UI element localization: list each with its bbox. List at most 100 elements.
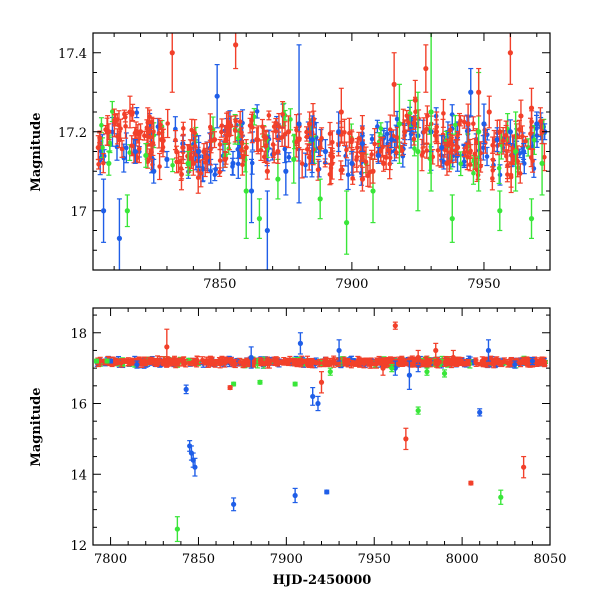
bottom-red-point — [180, 357, 186, 367]
top-red-point — [264, 162, 270, 180]
bottom-panel: 7800 7850 7900 7950 8000 8050 12 14 16 18 — [70, 307, 567, 567]
top-green-point — [291, 135, 297, 184]
bottom-red-point — [392, 321, 398, 330]
top-red-point — [254, 127, 260, 153]
top-red-point — [328, 146, 334, 164]
top-blue-point — [134, 107, 140, 119]
top-blue-point — [481, 103, 487, 145]
bottom-red-point — [128, 361, 134, 366]
top-red-point — [157, 152, 163, 181]
top-blue-point — [507, 119, 513, 145]
top-red-point — [528, 147, 534, 168]
bottom-red-point — [218, 358, 224, 363]
top-red-point — [363, 146, 369, 178]
bottom-red-point — [265, 356, 271, 365]
top-red-point — [106, 123, 112, 141]
top-red-point — [304, 143, 310, 156]
top-red-point — [190, 150, 196, 176]
bottom-blue-point — [248, 346, 254, 369]
bottom-blue-point — [315, 395, 321, 412]
bottom-red-point — [538, 358, 544, 364]
top-x-tick-label: 7850 — [203, 277, 236, 292]
top-green-point — [497, 190, 503, 232]
top-red-point — [280, 101, 286, 128]
bottom-green-point — [104, 358, 110, 364]
top-red-point — [276, 112, 282, 140]
bottom-red-point — [415, 349, 421, 366]
top-red-point — [419, 138, 425, 172]
bottom-red-point — [345, 358, 351, 368]
top-red-point — [327, 121, 333, 146]
top-red-point — [405, 114, 411, 131]
bottom-red-point — [380, 360, 386, 376]
bottom-red-point — [384, 357, 390, 367]
bottom-red-point — [291, 358, 297, 365]
top-red-point — [411, 132, 417, 146]
top-red-point — [486, 95, 492, 129]
top-blue-point — [388, 131, 395, 149]
bottom-red-point — [468, 480, 474, 486]
bottom-red-point — [426, 360, 432, 366]
bottom-red-point — [275, 357, 281, 367]
top-x-tick-label: 7900 — [335, 277, 368, 292]
top-red-point — [338, 160, 344, 181]
bottom-blue-point — [512, 360, 518, 369]
bottom-red-point — [318, 371, 325, 394]
top-blue-point — [309, 115, 315, 164]
top-green-point — [124, 194, 130, 228]
top-blue-point — [484, 146, 490, 167]
top-red-point — [489, 166, 495, 191]
top-red-point — [132, 126, 138, 140]
top-red-point — [137, 123, 144, 141]
top-blue-point — [375, 146, 381, 164]
bottom-red-point — [305, 355, 311, 366]
top-red-point — [296, 131, 302, 149]
bottom-red-point — [433, 360, 439, 366]
top-red-point — [178, 155, 184, 182]
bottom-red-point — [167, 358, 173, 363]
bottom-green-point — [389, 363, 395, 373]
bottom-red-point — [450, 349, 456, 366]
top-red-point — [304, 126, 310, 138]
top-green-point — [243, 143, 249, 239]
top-red-point — [468, 144, 474, 158]
bottom-blue-point — [297, 332, 304, 355]
top-red-point — [239, 153, 245, 176]
bottom-green-point — [424, 367, 430, 376]
top-red-point — [111, 108, 117, 138]
top-red-point — [237, 110, 243, 133]
bottom-red-point — [194, 355, 200, 365]
bottom-red-point — [207, 355, 213, 366]
bottom-plot-frame — [92, 307, 551, 546]
bottom-blue-point — [324, 489, 330, 495]
top-red-point — [217, 167, 223, 177]
top-red-point — [307, 111, 313, 137]
top-plot-area — [95, 33, 548, 270]
bottom-red-point — [331, 355, 337, 365]
bottom-x-tick-label: 7800 — [94, 552, 127, 567]
bottom-red-point — [142, 356, 148, 367]
top-red-point — [449, 135, 455, 155]
top-green-point — [458, 151, 464, 177]
top-blue-point — [230, 150, 236, 176]
bottom-y-tick-label: 14 — [70, 468, 87, 483]
top-red-point — [204, 141, 210, 174]
bottom-y-axis-label: Magnitude — [29, 387, 44, 466]
top-blue-point — [374, 119, 380, 134]
bottom-red-point — [190, 357, 196, 367]
top-red-point — [402, 119, 408, 145]
top-blue-point — [468, 67, 474, 117]
bottom-x-tick-label: 7950 — [358, 552, 391, 567]
top-green-point — [513, 111, 519, 192]
top-red-point — [159, 127, 165, 153]
top-x-tick-label: 7950 — [467, 277, 500, 292]
top-blue-point — [283, 146, 289, 196]
bottom-red-point — [154, 360, 160, 366]
top-blue-point — [345, 159, 351, 191]
top-red-point — [444, 150, 450, 176]
bottom-red-point — [442, 357, 448, 367]
bottom-green-point — [257, 379, 263, 385]
top-blue-point — [100, 178, 107, 243]
top-blue-point — [349, 150, 355, 176]
top-green-point — [449, 194, 455, 243]
